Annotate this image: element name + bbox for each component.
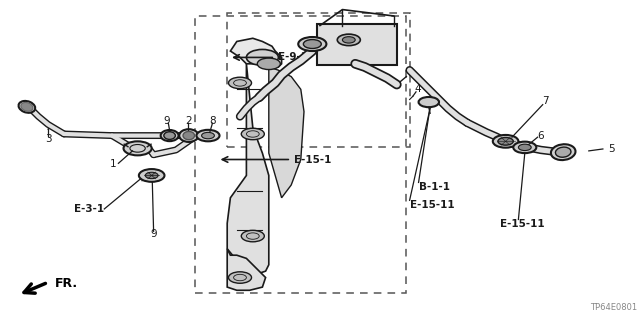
Circle shape bbox=[337, 34, 360, 46]
Polygon shape bbox=[227, 249, 266, 290]
Bar bbox=[195, 16, 406, 293]
Circle shape bbox=[419, 97, 439, 107]
Text: E-15-1: E-15-1 bbox=[294, 155, 332, 165]
Ellipse shape bbox=[551, 144, 575, 160]
Text: 5: 5 bbox=[608, 144, 614, 154]
Circle shape bbox=[145, 172, 158, 179]
Circle shape bbox=[246, 49, 278, 65]
Polygon shape bbox=[269, 67, 304, 198]
Text: 9: 9 bbox=[163, 115, 170, 126]
Text: 6: 6 bbox=[538, 130, 544, 141]
Circle shape bbox=[202, 132, 214, 139]
Circle shape bbox=[303, 40, 321, 48]
Bar bbox=[227, 13, 410, 147]
Ellipse shape bbox=[183, 131, 195, 140]
Circle shape bbox=[342, 37, 355, 43]
Ellipse shape bbox=[556, 147, 571, 157]
Text: B-1-1: B-1-1 bbox=[419, 182, 450, 192]
Text: FR.: FR. bbox=[54, 277, 77, 290]
Text: 1: 1 bbox=[110, 159, 116, 169]
Ellipse shape bbox=[161, 130, 179, 141]
Circle shape bbox=[513, 142, 536, 153]
Ellipse shape bbox=[179, 129, 198, 142]
Text: E-15-11: E-15-11 bbox=[500, 219, 545, 229]
Text: 2: 2 bbox=[185, 115, 191, 126]
Polygon shape bbox=[227, 64, 269, 274]
Circle shape bbox=[196, 130, 220, 141]
Text: TP64E0801: TP64E0801 bbox=[589, 303, 637, 312]
Text: 3: 3 bbox=[45, 134, 51, 144]
Circle shape bbox=[228, 272, 252, 283]
Ellipse shape bbox=[164, 132, 175, 139]
Ellipse shape bbox=[19, 101, 35, 113]
Circle shape bbox=[241, 230, 264, 242]
Circle shape bbox=[257, 58, 280, 70]
Text: E-9-1: E-9-1 bbox=[278, 52, 308, 63]
Text: 4: 4 bbox=[414, 84, 420, 94]
Text: E-3-1: E-3-1 bbox=[74, 204, 104, 214]
Circle shape bbox=[518, 144, 531, 151]
Circle shape bbox=[124, 141, 152, 155]
Circle shape bbox=[493, 135, 518, 148]
FancyBboxPatch shape bbox=[317, 24, 397, 65]
Ellipse shape bbox=[21, 102, 33, 111]
Text: 7: 7 bbox=[542, 96, 548, 107]
Circle shape bbox=[228, 77, 252, 89]
Circle shape bbox=[498, 137, 513, 145]
Text: E-15-11: E-15-11 bbox=[410, 200, 454, 210]
Polygon shape bbox=[230, 38, 282, 67]
Circle shape bbox=[139, 169, 164, 182]
Circle shape bbox=[298, 37, 326, 51]
Circle shape bbox=[241, 128, 264, 140]
Text: 8: 8 bbox=[209, 115, 216, 126]
Text: 9: 9 bbox=[150, 229, 157, 240]
